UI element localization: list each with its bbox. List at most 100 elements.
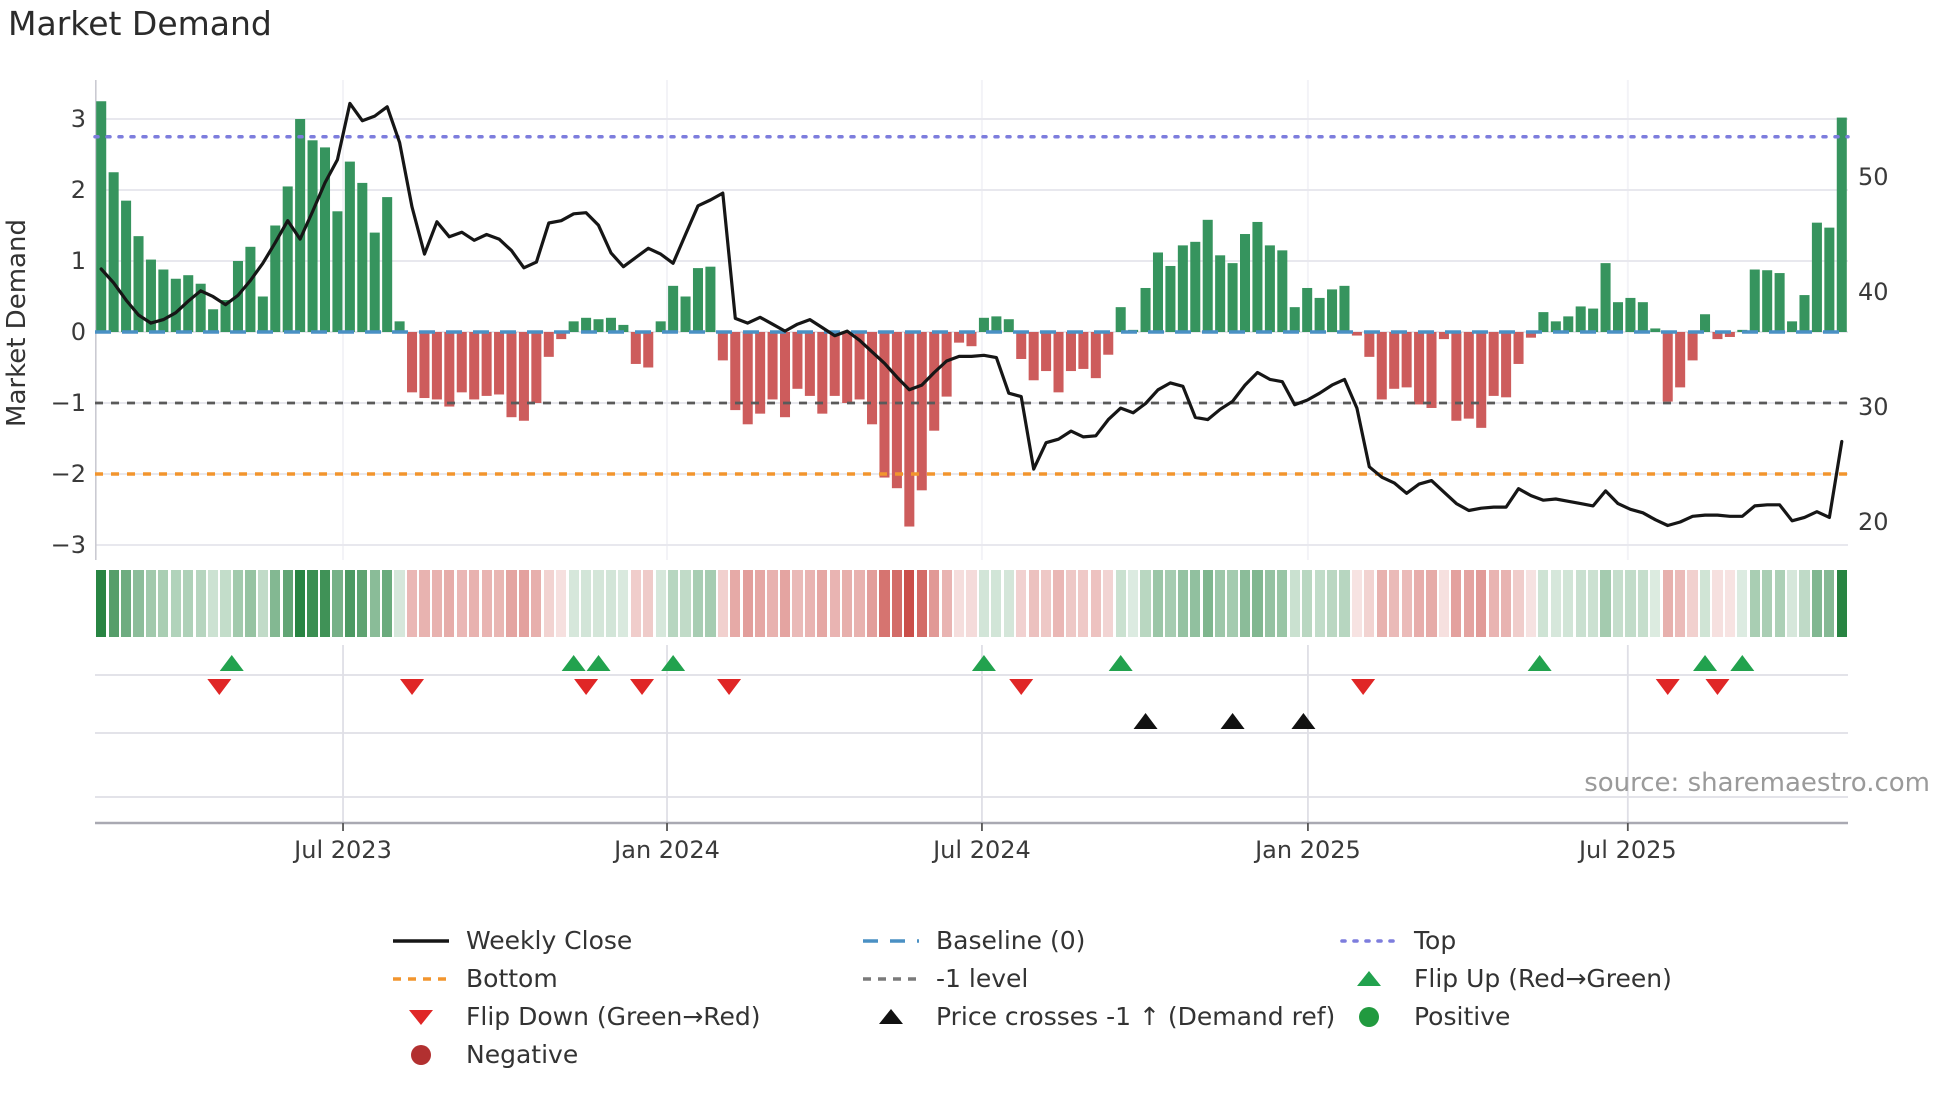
price-cross-marker: [1133, 713, 1158, 729]
heatmap-cell: [593, 570, 604, 637]
demand-bar: [1202, 219, 1213, 332]
heatmap-cell: [1699, 570, 1711, 637]
demand-bar: [581, 317, 592, 332]
heatmap-cell: [1488, 570, 1499, 637]
heatmap-cell: [1799, 570, 1810, 637]
demand-bar: [1327, 289, 1338, 332]
demand-bar: [1090, 332, 1101, 379]
demand-bar: [220, 300, 231, 332]
heatmap-cell: [96, 570, 107, 637]
heatmap-cell: [655, 570, 666, 637]
heatmap-cell: [1538, 570, 1549, 637]
price-cross-marker: [1291, 713, 1316, 729]
demand-bar: [1675, 332, 1686, 388]
flip-down-marker: [717, 679, 742, 695]
heatmap-cell: [792, 570, 803, 637]
heatmap-cell: [357, 570, 368, 637]
demand-bar: [382, 197, 393, 332]
demand-bar: [369, 232, 380, 332]
heatmap-cell: [1326, 570, 1338, 637]
heatmap-cell: [108, 570, 119, 637]
demand-bar: [916, 332, 927, 491]
demand-bar: [1277, 250, 1288, 332]
heatmap-cell: [1575, 570, 1586, 637]
left-tick-label: −3: [50, 531, 86, 559]
weekly-close-line: [99, 101, 1844, 528]
heatmap-cell: [1239, 570, 1251, 637]
heatmap-cell: [1277, 570, 1288, 637]
demand-bar: [195, 283, 206, 332]
heatmap-cell: [1016, 570, 1027, 637]
heatmap-cell: [220, 570, 231, 637]
demand-bar: [1115, 307, 1126, 332]
legend-swatch-svg: [1357, 971, 1381, 986]
heatmap-cell: [170, 570, 181, 637]
main-plot-area: [93, 80, 1850, 560]
heatmap-cell: [1662, 570, 1673, 637]
legend-label: Bottom: [466, 964, 558, 993]
demand-bar: [730, 332, 741, 411]
heatmap-cell: [1712, 570, 1723, 637]
heatmap-cell: [568, 570, 579, 637]
demand-bar: [829, 332, 840, 396]
heatmap-cell: [456, 570, 467, 637]
demand-bar: [1650, 328, 1661, 332]
heatmap-cell: [1724, 570, 1735, 637]
demand-bar: [1252, 221, 1263, 332]
demand-bar: [145, 259, 156, 332]
demand-bar: [1836, 117, 1847, 332]
legend-label: Flip Up (Red→Green): [1414, 964, 1672, 993]
demand-bar: [407, 332, 418, 393]
heatmap-cell: [692, 570, 704, 637]
heatmap-cell: [506, 570, 517, 637]
heatmap-cell: [1302, 570, 1313, 637]
demand-bar: [1588, 308, 1599, 332]
heatmap-cell: [481, 570, 492, 637]
demand-bar: [319, 147, 331, 332]
heatmap-cell: [344, 570, 355, 637]
flip-up-marker: [219, 655, 244, 671]
left-axis-label: Market Demand: [2, 219, 32, 427]
heatmap-cell: [1749, 570, 1760, 637]
legend-swatch-svg: [393, 977, 449, 981]
heatmap-cell: [133, 570, 144, 637]
heatmap-cell: [394, 570, 405, 637]
heatmap-cell: [730, 570, 741, 637]
heatmap-cell: [1625, 570, 1636, 637]
heatmap-cell: [966, 570, 977, 637]
demand-bar: [506, 332, 517, 418]
demand-bar: [1264, 245, 1275, 332]
heatmap-cell: [1836, 570, 1847, 637]
demand-bar: [270, 225, 281, 332]
demand-bar: [494, 332, 505, 395]
demand-bar: [817, 332, 828, 414]
demand-bar: [1227, 263, 1238, 332]
heatmap-cell: [431, 570, 442, 637]
heatmap-cell: [755, 570, 766, 637]
heatmap-cell: [282, 570, 293, 637]
heatmap-cell: [307, 570, 318, 637]
demand-bar: [1414, 332, 1425, 405]
heatmap-cell: [1314, 570, 1325, 637]
legend-label: Flip Down (Green→Red): [466, 1002, 761, 1031]
heatmap-cell: [1165, 570, 1176, 637]
heatmap-cell: [804, 570, 815, 637]
demand-bar: [1376, 332, 1387, 400]
heatmap-cell: [270, 570, 281, 637]
flip-up-marker: [1693, 655, 1718, 671]
demand-bar: [680, 296, 691, 332]
legend-swatch-svg: [863, 939, 919, 943]
heatmap-cell: [1413, 570, 1425, 637]
heatmap-cell: [245, 570, 256, 637]
demand-bar: [1762, 270, 1773, 332]
heatmap-cell: [1202, 570, 1213, 637]
heatmap-cell: [1264, 570, 1275, 637]
heatmap-cell: [1650, 570, 1661, 637]
demand-bar: [668, 285, 679, 332]
heatmap-cell: [1774, 570, 1785, 637]
heatmap-cell: [1028, 570, 1039, 637]
demand-bar: [1438, 332, 1449, 340]
demand-bar: [1787, 321, 1798, 332]
demand-bar: [692, 268, 703, 332]
heatmap-cell: [978, 570, 990, 637]
